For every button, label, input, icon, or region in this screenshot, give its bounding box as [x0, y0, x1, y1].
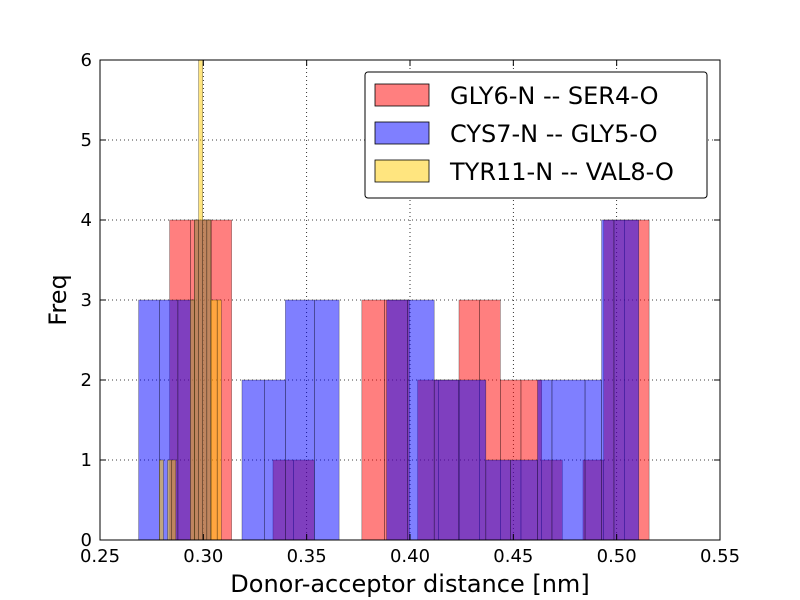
legend-swatch — [374, 83, 430, 107]
legend: GLY6-N -- SER4-O CYS7-N -- GLY5-O TYR11-N … — [364, 71, 708, 199]
y-tick-label: 2 — [81, 370, 92, 391]
legend-box — [364, 71, 708, 199]
y-axis-label: Freq — [44, 274, 72, 325]
histogram-bar — [458, 379, 487, 541]
histogram-bar — [584, 379, 602, 541]
histogram-bar — [537, 379, 553, 541]
y-tick-label: 1 — [81, 450, 92, 471]
y-tick-label: 3 — [81, 290, 92, 311]
histogram-bar — [210, 299, 218, 541]
x-tick-label: 0.25 — [80, 546, 120, 567]
histogram-bar — [386, 299, 408, 541]
histogram-bar — [138, 299, 160, 541]
x-axis-label: Donor-acceptor distance [nm] — [230, 570, 589, 598]
histogram-bars — [138, 59, 650, 541]
legend-swatch — [374, 121, 430, 145]
histogram-bar — [613, 219, 640, 541]
y-tick-label: 0 — [81, 530, 92, 551]
histogram-bar — [510, 459, 538, 541]
histogram-bar — [216, 299, 222, 541]
x-tick-label: 0.40 — [390, 546, 430, 567]
y-tick-label: 5 — [81, 130, 92, 151]
y-tick-label: 4 — [81, 210, 92, 231]
x-tick-label: 0.35 — [287, 546, 327, 567]
legend-label: TYR11-N -- VAL8-O — [449, 158, 674, 186]
x-tick-label: 0.55 — [700, 546, 740, 567]
histogram-bar — [285, 299, 315, 541]
histogram-bar — [190, 299, 195, 541]
histogram-bar — [361, 299, 385, 541]
histogram-bar — [202, 219, 208, 541]
legend-label: CYS7-N -- GLY5-O — [450, 120, 658, 148]
histogram-bar — [241, 379, 265, 541]
histogram-bar — [206, 219, 212, 541]
axis-ticks: 0.25 0.30 0.35 0.40 0.45 0.50 0.55 0 1 2 3 4 5 6 — [80, 50, 740, 567]
x-tick-label: 0.50 — [597, 546, 637, 567]
histogram-bar — [167, 459, 172, 541]
y-tick-label: 6 — [81, 50, 92, 71]
legend-label: GLY6-N -- SER4-O — [450, 82, 658, 110]
histogram-bar — [601, 219, 615, 541]
histogram-bar — [264, 379, 286, 541]
legend-swatch — [374, 159, 430, 183]
histogram-bar — [194, 219, 199, 541]
histogram-bar — [485, 459, 511, 541]
histogram-bar — [551, 379, 586, 541]
x-tick-label: 0.45 — [493, 546, 533, 567]
x-tick-label: 0.30 — [183, 546, 223, 567]
histogram-bar — [198, 59, 203, 541]
histogram-bar — [171, 459, 177, 541]
histogram-bar — [159, 459, 164, 541]
histogram-bar — [433, 379, 460, 541]
histogram-bar — [314, 299, 340, 541]
histogram-bar — [407, 299, 435, 541]
